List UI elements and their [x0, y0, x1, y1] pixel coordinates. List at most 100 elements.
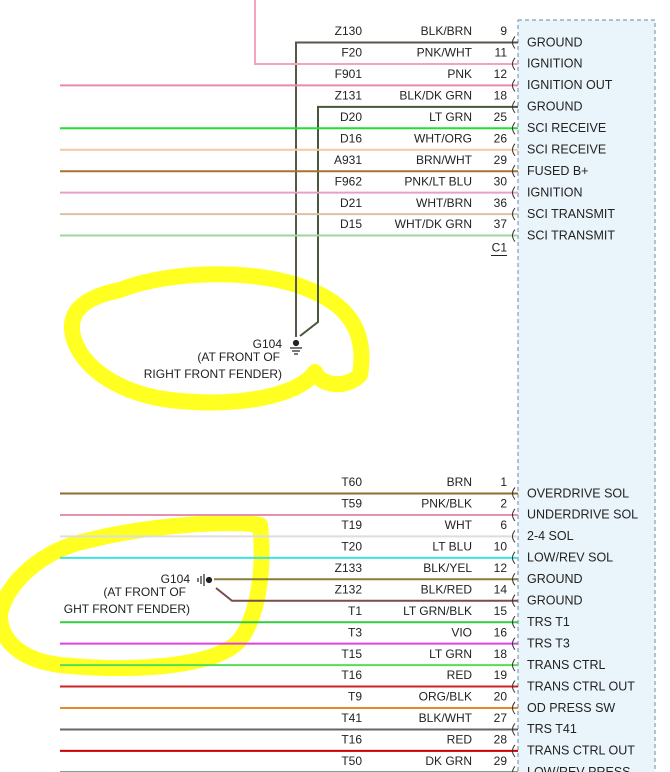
connector-id: C1 — [492, 241, 508, 255]
function: LOW/REV SOL — [527, 551, 613, 565]
wire — [215, 587, 518, 602]
highlight — [64, 266, 370, 411]
wire-color: BLK/DK GRN — [399, 89, 472, 103]
wire-color: PNK/LT BLU — [404, 174, 472, 188]
wire — [254, 0, 518, 65]
pin-bracket — [512, 572, 516, 586]
wire-color: PNK — [447, 67, 472, 81]
circuit: Z131 — [335, 89, 363, 103]
function: OVERDRIVE SOL — [527, 486, 629, 500]
circuit: T59 — [341, 497, 362, 511]
function: GROUND — [527, 572, 583, 586]
circuit: F20 — [341, 46, 362, 60]
function: OD PRESS SW — [527, 701, 615, 715]
pin-bracket — [512, 186, 516, 199]
pin-bracket — [512, 551, 516, 565]
circuit: Z130 — [335, 24, 363, 38]
circuit: D16 — [340, 131, 362, 145]
pin-bracket — [512, 487, 516, 500]
circuit: T1 — [348, 604, 362, 618]
function: GROUND — [527, 35, 583, 49]
wire-color: BLK/RED — [421, 582, 473, 596]
function: SCI RECEIVE — [527, 143, 606, 157]
wire-color: LT GRN — [429, 647, 472, 661]
pin-bracket — [512, 594, 516, 608]
pin: 11 — [495, 46, 508, 60]
circuit: A931 — [334, 153, 362, 167]
pin-bracket — [512, 57, 516, 71]
wire-color: WHT/ORG — [414, 131, 472, 145]
pin-bracket — [512, 530, 516, 543]
pin-bracket — [512, 701, 516, 715]
circuit: T60 — [341, 475, 362, 489]
function: GROUND — [527, 100, 583, 114]
wire-color: BRN/WHT — [416, 153, 473, 167]
pin: 20 — [494, 690, 508, 704]
function: IGNITION — [527, 57, 583, 71]
pin: 15 — [494, 604, 508, 618]
pin: 36 — [494, 196, 508, 210]
pin: 18 — [494, 89, 508, 103]
function: GROUND — [527, 594, 583, 608]
wire-color: BLK/WHT — [419, 711, 473, 725]
wire-color: WHT/DK GRN — [395, 217, 472, 231]
pin-bracket — [512, 121, 516, 135]
circuit: T16 — [341, 668, 362, 682]
wire-color: PNK/WHT — [417, 46, 473, 60]
pin-bracket — [512, 723, 516, 736]
pin-bracket — [512, 744, 516, 758]
pin: 29 — [494, 754, 508, 768]
function: UNDERDRIVE SOL — [527, 508, 638, 522]
function: SCI TRANSMIT — [527, 228, 615, 242]
pin-bracket — [512, 79, 516, 92]
pin: 19 — [494, 668, 508, 682]
pin-bracket — [512, 143, 516, 157]
pin: 18 — [494, 647, 508, 661]
pin-bracket — [512, 658, 516, 672]
ground-location: RIGHT FRONT FENDER) — [144, 367, 282, 381]
circuit: Z133 — [335, 561, 363, 575]
wire-color: PNK/BLK — [421, 497, 472, 511]
pin-bracket — [512, 508, 516, 522]
wire-color: WHT/BRN — [416, 196, 472, 210]
pin-bracket — [512, 100, 516, 114]
ground-symbol — [197, 574, 213, 586]
pin: 9 — [500, 24, 507, 38]
ground-id: G104 — [253, 337, 283, 351]
pin: 26 — [494, 131, 508, 145]
pin-bracket — [512, 229, 516, 242]
pin-bracket — [512, 207, 516, 221]
function: 2-4 SOL — [527, 529, 574, 543]
pin: 16 — [494, 625, 508, 639]
circuit: T19 — [341, 518, 362, 532]
circuit: D21 — [340, 196, 362, 210]
pin: 27 — [494, 711, 508, 725]
connector-box — [517, 19, 656, 772]
circuit: T15 — [341, 647, 362, 661]
ground-location: GHT FRONT FENDER) — [64, 602, 190, 616]
ground-location: (AT FRONT OF — [103, 585, 186, 599]
function: SCI RECEIVE — [527, 121, 606, 135]
pin: 37 — [494, 217, 508, 231]
function: FUSED B+ — [527, 164, 588, 178]
wire-color: RED — [447, 733, 473, 747]
circuit: T16 — [341, 733, 362, 747]
function: IGNITION — [527, 185, 583, 199]
wire-color: DK GRN — [425, 754, 472, 768]
wire-color: BLK/YEL — [423, 561, 472, 575]
wire-color: BLK/BRN — [421, 24, 472, 38]
pin: 2 — [500, 497, 507, 511]
wire-color: LT BLU — [432, 540, 472, 554]
function: TRANS CTRL OUT — [527, 744, 635, 758]
pin: 12 — [494, 561, 508, 575]
circuit: T20 — [341, 540, 362, 554]
pin: 10 — [494, 540, 508, 554]
pin: 6 — [500, 518, 507, 532]
function: LOW/REV PRESS — [527, 765, 631, 772]
pin: 25 — [494, 110, 508, 124]
circuit: T3 — [348, 625, 362, 639]
pin: 30 — [494, 174, 508, 188]
circuit: T41 — [341, 711, 362, 725]
pin: 28 — [494, 733, 508, 747]
